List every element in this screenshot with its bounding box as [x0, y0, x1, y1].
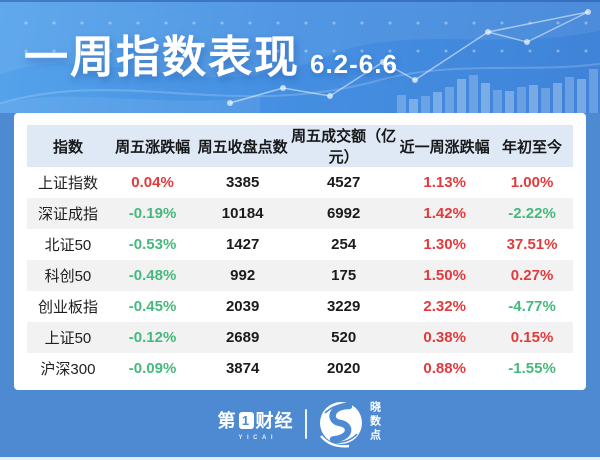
cell-week_change: 0.88%	[423, 360, 466, 377]
logo-divider	[304, 409, 307, 439]
cell-fri_close: 2039	[225, 298, 260, 315]
cell-name: 上证指数	[37, 175, 98, 192]
bar-chart-decoration	[227, 9, 598, 113]
cell-week_change: 1.30%	[423, 236, 466, 253]
cell-name: 科创50	[44, 268, 92, 285]
table-row: 上证指数 0.04% 3385 4527 1.13% 1.00%	[27, 167, 573, 198]
date-range-subtitle: 6.2-6.6	[310, 49, 398, 80]
column-header-3: 周五成交额（亿元）	[289, 125, 399, 167]
table-header-row: 指数 周五涨跌幅 周五收盘点数 周五成交额（亿元） 近一周涨跌幅 年初至今	[27, 125, 573, 167]
yicai-logo: 第 1 财经 YICAI	[218, 407, 294, 441]
top-edge-line	[0, 0, 600, 2]
cell-fri_turnover: 3229	[326, 298, 361, 315]
table-row: 上证50 -0.12% 2689 520 0.38% 0.15%	[27, 322, 573, 353]
cell-fri_change: -0.48%	[128, 267, 177, 284]
cell-fri_turnover: 2020	[326, 360, 361, 377]
cell-fri_close: 10184	[221, 205, 264, 222]
cell-fri_close: 3385	[225, 174, 260, 191]
yicai-suffix: 财经	[255, 411, 294, 431]
cell-fri_turnover: 6992	[326, 205, 361, 222]
cell-ytd_change: -2.22%	[508, 205, 556, 222]
cell-name: 上证50	[44, 330, 92, 347]
cell-fri_turnover: 254	[331, 236, 357, 253]
cell-week_change: 0.38%	[423, 329, 466, 346]
cell-fri_turnover: 520	[331, 329, 357, 346]
index-table-card: 指数 周五涨跌幅 周五收盘点数 周五成交额（亿元） 近一周涨跌幅 年初至今 上证指数 0.0…	[14, 113, 586, 390]
column-header-0: 指数	[27, 125, 109, 167]
cell-fri_turnover: 4527	[326, 174, 361, 191]
column-header-5: 年初至今	[491, 125, 573, 167]
table-row: 科创50 -0.48% 992 175 1.50% 0.27%	[27, 260, 573, 291]
cell-fri_change: 0.04%	[131, 174, 174, 191]
cell-fri_close: 992	[230, 267, 256, 284]
dot-grid-decoration	[4, 5, 596, 67]
index-table-body: 上证指数 0.04% 3385 4527 1.13% 1.00% 深证成指 -0.19% 101…	[27, 167, 573, 384]
yicai-subtext: YICAI	[238, 435, 277, 441]
cell-week_change: 1.13%	[423, 174, 466, 191]
cell-fri_change: -0.09%	[128, 360, 177, 377]
cell-fri_change: -0.45%	[128, 298, 177, 315]
cell-name: 沪深300	[40, 361, 96, 378]
cell-week_change: 1.42%	[423, 205, 466, 222]
cell-ytd_change: 0.27%	[510, 267, 554, 284]
cell-fri_change: -0.19%	[128, 205, 177, 222]
table-row: 深证成指 -0.19% 10184 6992 1.42% -2.22%	[27, 198, 573, 229]
bottom-strip	[0, 457, 600, 460]
title-block: 一周指数表现 6.2-6.6	[24, 33, 398, 82]
xs-swirl-icon	[319, 402, 362, 448]
table-row: 沪深300 -0.09% 3874 2020 0.88% -1.55%	[27, 353, 573, 384]
column-header-4: 近一周涨跌幅	[398, 125, 492, 167]
cell-ytd_change: 1.00%	[510, 174, 554, 191]
wave-decoration	[0, 0, 600, 113]
yicai-prefix: 第	[217, 411, 237, 431]
xiaoshudian-logo: 晓数点	[318, 400, 383, 448]
table-row: 创业板指 -0.45% 2039 3229 2.32% -4.77%	[27, 291, 573, 322]
cell-fri_change: -0.53%	[128, 236, 177, 253]
footer-brand-bar: 第 1 财经 YICAI 晓数点	[0, 398, 600, 450]
cell-ytd_change: 37.51%	[506, 236, 558, 253]
index-table: 指数 周五涨跌幅 周五收盘点数 周五成交额（亿元） 近一周涨跌幅 年初至今 上证指数 0.0…	[27, 125, 573, 384]
cell-name: 创业板指	[37, 299, 98, 316]
cell-name: 深证成指	[37, 206, 98, 223]
cell-week_change: 1.50%	[423, 267, 466, 284]
yicai-one-icon: 1	[238, 411, 254, 429]
cell-ytd_change: -4.77%	[508, 298, 556, 315]
page-title: 一周指数表现	[24, 33, 300, 82]
header-banner: 一周指数表现 6.2-6.6	[0, 0, 600, 113]
cell-fri_close: 3874	[225, 360, 260, 377]
cell-ytd_change: -1.55%	[508, 360, 556, 377]
cell-fri_close: 1427	[225, 236, 260, 253]
column-header-1: 周五涨跌幅	[108, 125, 197, 167]
cell-fri_change: -0.12%	[128, 329, 177, 346]
yicai-logo-text: 第 1 财经	[218, 407, 294, 433]
cell-fri_turnover: 175	[331, 267, 357, 284]
xiaoshudian-text: 晓数点	[368, 401, 381, 443]
cell-name: 北证50	[44, 237, 92, 254]
column-header-2: 周五收盘点数	[196, 125, 290, 167]
cell-ytd_change: 0.15%	[510, 329, 554, 346]
cell-week_change: 2.32%	[423, 298, 466, 315]
table-row: 北证50 -0.53% 1427 254 1.30% 37.51%	[27, 229, 573, 260]
cell-fri_close: 2689	[225, 329, 260, 346]
